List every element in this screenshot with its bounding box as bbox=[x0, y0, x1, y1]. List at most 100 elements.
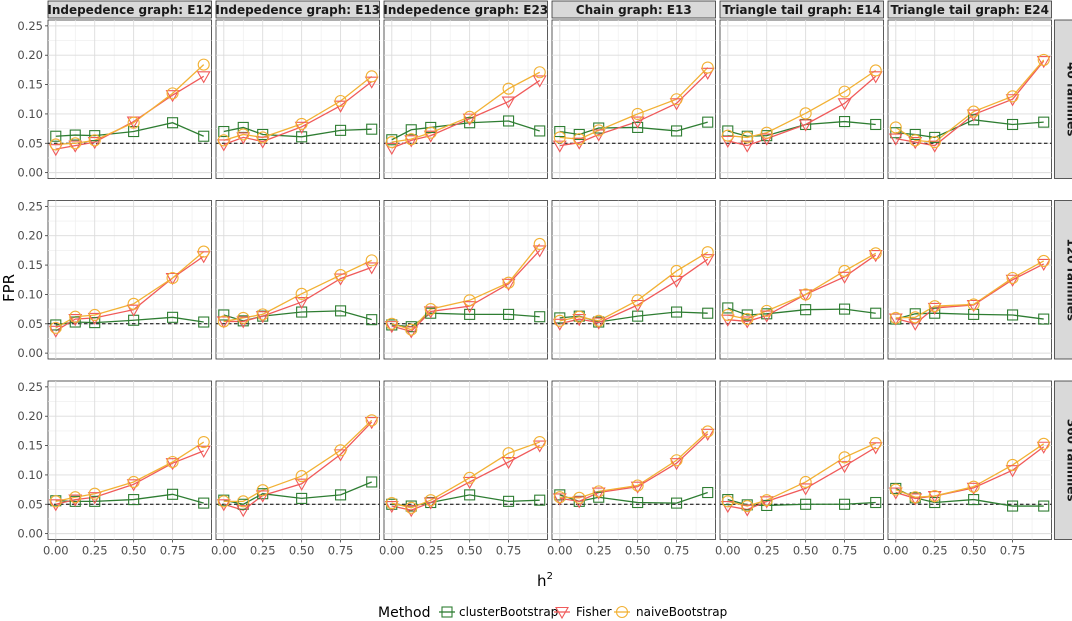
data-point-clusterBootstrap bbox=[198, 130, 210, 142]
data-point-naiveBootstrap bbox=[88, 308, 101, 322]
legend-label: Fisher bbox=[576, 605, 612, 619]
data-point-clusterBootstrap bbox=[671, 306, 683, 318]
data-point-naiveBootstrap bbox=[166, 87, 179, 100]
data-point-naiveBootstrap bbox=[928, 136, 941, 149]
data-point-Fisher bbox=[1036, 441, 1051, 454]
data-point-Fisher bbox=[888, 313, 903, 326]
data-point-naiveBootstrap bbox=[49, 321, 62, 334]
data-point-naiveBootstrap bbox=[760, 126, 773, 139]
data-point-naiveBootstrap bbox=[741, 313, 754, 326]
data-point-Fisher bbox=[423, 306, 438, 319]
x-tick-label: 0.25 bbox=[418, 544, 444, 558]
series-line-naiveBootstrap bbox=[559, 67, 709, 140]
data-point-Fisher bbox=[165, 90, 180, 103]
data-point-Fisher bbox=[759, 133, 774, 146]
data-point-Fisher bbox=[236, 132, 251, 145]
data-point-Fisher bbox=[294, 297, 309, 310]
facet-row-strip: 120 families bbox=[1054, 200, 1072, 360]
data-point-Fisher bbox=[126, 479, 141, 492]
data-point-Fisher bbox=[48, 499, 63, 512]
data-point-Fisher bbox=[908, 493, 923, 506]
data-point-clusterBootstrap bbox=[218, 309, 230, 321]
data-point-clusterBootstrap bbox=[1007, 500, 1019, 512]
data-point-naiveBootstrap bbox=[869, 437, 882, 450]
x-tick-label: 0.50 bbox=[961, 544, 987, 558]
facet-column-strip: Indepedence graph: E23 bbox=[383, 0, 548, 19]
data-point-Fisher bbox=[196, 71, 211, 84]
facet-row-label: 120 families bbox=[1065, 238, 1072, 321]
data-point-clusterBootstrap bbox=[929, 131, 941, 143]
data-point-naiveBootstrap bbox=[385, 497, 398, 510]
y-tick-label: 0.05 bbox=[17, 136, 43, 150]
data-point-clusterBootstrap bbox=[1038, 500, 1050, 512]
data-point-naiveBootstrap bbox=[909, 311, 922, 324]
facet-row-label: 360 families bbox=[1065, 419, 1072, 502]
data-point-clusterBootstrap bbox=[218, 125, 230, 138]
data-point-clusterBootstrap bbox=[593, 491, 605, 503]
strip-background bbox=[887, 0, 1052, 19]
facet-column-label: Indepedence graph: E23 bbox=[383, 3, 548, 17]
data-point-Fisher bbox=[501, 96, 516, 109]
data-point-Fisher bbox=[364, 76, 379, 89]
legend-item: naiveBootstrap bbox=[614, 605, 727, 619]
y-axis-title: FPR bbox=[0, 274, 18, 302]
facet-panel: 0.00 0.25 0.50 0.75 bbox=[715, 380, 884, 558]
legend-title: Method bbox=[378, 605, 431, 621]
data-point-Fisher bbox=[294, 121, 309, 134]
facet-panel bbox=[887, 19, 1052, 179]
data-point-Fisher bbox=[927, 302, 942, 316]
data-point-naiveBootstrap bbox=[502, 276, 515, 289]
data-point-Fisher bbox=[384, 142, 399, 156]
data-point-Fisher bbox=[908, 137, 923, 150]
data-point-clusterBootstrap bbox=[702, 116, 714, 128]
data-point-Fisher bbox=[48, 144, 63, 157]
facet-row-strip: 40 families bbox=[1054, 19, 1072, 179]
data-point-naiveBootstrap bbox=[237, 495, 250, 508]
data-point-Fisher bbox=[908, 318, 923, 331]
x-axis-title-superscript: 2 bbox=[547, 571, 553, 582]
data-point-naiveBootstrap bbox=[1037, 437, 1050, 450]
x-tick-label: 0.00 bbox=[547, 544, 573, 558]
data-point-clusterBootstrap bbox=[503, 495, 515, 507]
data-point-naiveBootstrap bbox=[701, 425, 714, 438]
x-tick-label: 0.75 bbox=[496, 544, 522, 558]
data-point-Fisher bbox=[165, 458, 180, 471]
data-point-naiveBootstrap bbox=[295, 117, 308, 130]
data-point-naiveBootstrap bbox=[334, 269, 347, 282]
data-point-Fisher bbox=[1005, 465, 1020, 478]
data-point-naiveBootstrap bbox=[670, 264, 683, 277]
data-point-clusterBootstrap bbox=[464, 489, 476, 501]
data-point-Fisher bbox=[700, 254, 715, 267]
data-point-Fisher bbox=[364, 417, 379, 430]
data-point-clusterBootstrap bbox=[534, 494, 546, 506]
data-point-Fisher bbox=[868, 71, 883, 84]
data-point-naiveBootstrap bbox=[553, 131, 566, 144]
data-point-clusterBootstrap bbox=[870, 307, 882, 319]
data-point-naiveBootstrap bbox=[217, 134, 230, 147]
data-point-Fisher bbox=[384, 500, 399, 514]
facet-panel bbox=[215, 200, 380, 360]
series-line-naiveBootstrap bbox=[895, 443, 1045, 498]
data-point-Fisher bbox=[255, 311, 270, 324]
strip-background bbox=[47, 0, 212, 19]
x-tick-label: 0.75 bbox=[664, 544, 690, 558]
series-line-naiveBootstrap bbox=[55, 64, 205, 146]
y-tick-label: 0.25 bbox=[17, 380, 43, 394]
data-point-clusterBootstrap bbox=[909, 128, 921, 141]
strip-background bbox=[551, 0, 716, 19]
data-point-Fisher bbox=[740, 140, 755, 153]
data-point-naiveBootstrap bbox=[533, 66, 546, 79]
facet-row-strip: 360 families bbox=[1054, 380, 1072, 540]
data-point-Fisher bbox=[630, 299, 645, 313]
data-point-clusterBootstrap bbox=[503, 115, 515, 127]
data-point-Fisher bbox=[501, 278, 516, 291]
legend-key-marker bbox=[441, 606, 453, 618]
y-tick-label: 0.20 bbox=[17, 409, 43, 423]
data-point-Fisher bbox=[720, 314, 735, 327]
data-point-naiveBootstrap bbox=[69, 491, 82, 504]
data-point-Fisher bbox=[798, 483, 813, 496]
series-line-naiveBootstrap bbox=[559, 251, 709, 322]
data-point-naiveBootstrap bbox=[365, 414, 378, 427]
data-point-Fisher bbox=[404, 135, 419, 148]
